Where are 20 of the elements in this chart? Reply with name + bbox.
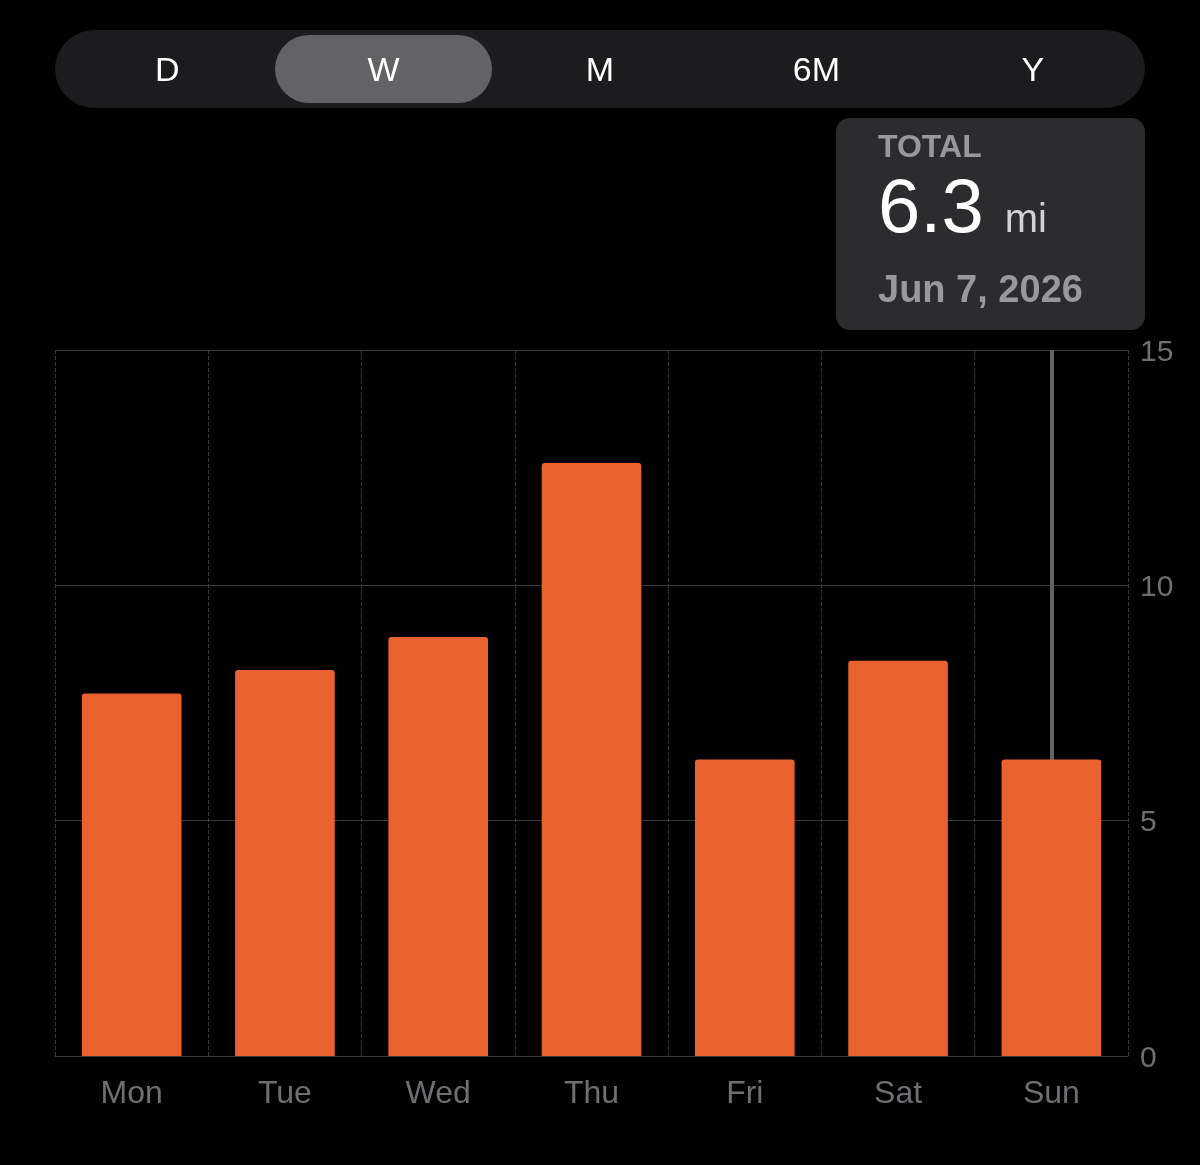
bar (1001, 759, 1102, 1056)
y-tick-label: 0 (1140, 1039, 1157, 1073)
x-tick-label: Tue (257, 1074, 312, 1110)
segmented-control: D W M 6M Y (55, 30, 1145, 108)
bar (81, 693, 182, 1056)
x-tick-label: Thu (563, 1074, 620, 1110)
bar (541, 462, 642, 1056)
bar (235, 670, 335, 1056)
x-tick-label: Mon (100, 1074, 163, 1110)
bar (388, 637, 489, 1056)
x-tick-label: Wed (405, 1074, 471, 1110)
x-tick-label: Sat (874, 1074, 923, 1110)
y-tick-label: 15 (1140, 333, 1174, 367)
bar (848, 660, 948, 1056)
x-tick-label: Sun (1022, 1074, 1080, 1110)
y-tick-label: 10 (1140, 568, 1174, 602)
x-tick-label: Fri (726, 1074, 764, 1110)
bar (694, 759, 795, 1056)
tooltip-box: TOTAL 6.3 mi Jun 7, 2026 (836, 118, 1145, 330)
y-tick-label: 5 (1140, 804, 1157, 838)
